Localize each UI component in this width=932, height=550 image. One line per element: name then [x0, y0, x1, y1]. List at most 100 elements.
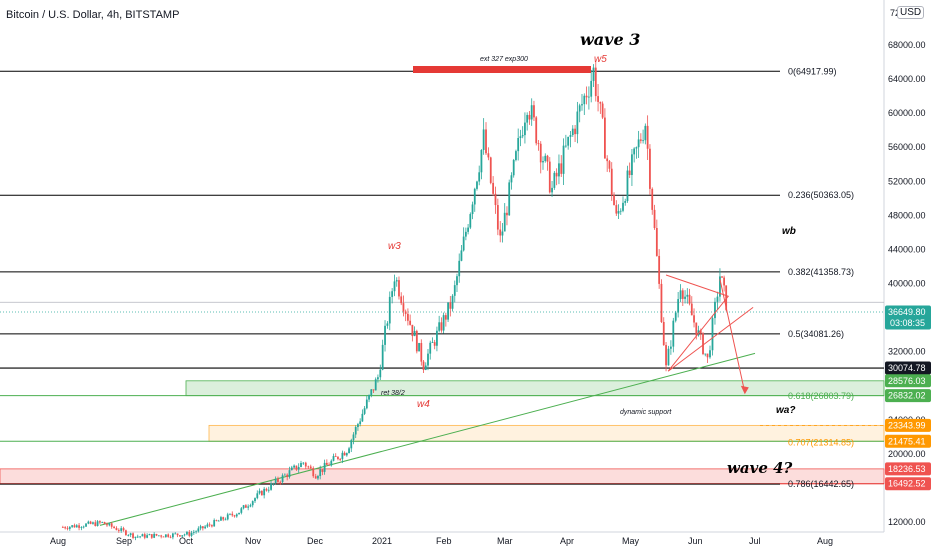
candle-body [381, 344, 384, 370]
candle-body [286, 474, 289, 477]
candle-body [424, 365, 427, 370]
candle-body [585, 95, 588, 98]
candle-body [164, 534, 167, 537]
candle-body [489, 157, 492, 183]
candle-body [188, 531, 191, 536]
candle-body [242, 505, 245, 509]
candle-body [85, 523, 87, 527]
candle-body [372, 389, 375, 391]
price-badge [885, 434, 931, 448]
candle-body [613, 195, 615, 206]
candle-body [415, 330, 418, 352]
candle-body [283, 474, 286, 476]
candle-body [610, 168, 613, 196]
y-tick-label: 56000.00 [888, 142, 926, 152]
candle-body [143, 534, 146, 538]
candle-body [440, 322, 443, 331]
candle-body [368, 394, 370, 400]
candle-body [267, 489, 270, 491]
candle-body [444, 315, 447, 320]
candle-body [391, 291, 394, 297]
candle-body [319, 469, 322, 477]
candle-body [411, 324, 414, 337]
annotation-label: w5 [594, 54, 607, 65]
candle-body [115, 527, 118, 531]
price-badge-label: 36649.80 [888, 307, 926, 317]
candle-body [601, 103, 604, 118]
candle-body [660, 283, 663, 322]
candle-body [709, 350, 711, 358]
candle-body [357, 424, 359, 428]
fib-label: 0.786(16442.65) [788, 479, 854, 489]
triangle-lines [665, 274, 754, 372]
candle-body [562, 145, 565, 174]
candle-body [176, 533, 179, 536]
candle-body [464, 231, 467, 237]
y-tick-label: 48000.00 [888, 210, 926, 220]
candle-body [103, 521, 106, 525]
candle-body [558, 163, 560, 177]
candle-body [263, 488, 266, 496]
y-tick-label: 32000.00 [888, 347, 926, 357]
candle-body [222, 517, 225, 520]
candle-body [617, 211, 620, 214]
candle-body [393, 281, 396, 292]
candle-body [719, 276, 721, 297]
candle-body [631, 154, 633, 176]
candle-body [136, 536, 139, 538]
candle-body [725, 285, 728, 310]
candle-body [217, 520, 220, 522]
candle-body [449, 302, 452, 309]
candle-body [447, 302, 449, 320]
candle-body [690, 303, 693, 316]
candle-body [141, 534, 144, 537]
candle-body [721, 276, 723, 278]
candle-body [420, 343, 423, 362]
zone-fib-618 [185, 380, 885, 397]
candle-body [179, 535, 181, 537]
candle-body [363, 408, 366, 414]
candle-body [524, 122, 526, 136]
candle-body [485, 129, 487, 154]
candle-body [337, 456, 339, 460]
projection-arrow [719, 279, 746, 393]
candle-body [304, 462, 307, 467]
candle-body [624, 201, 627, 203]
annotation-label: ret 38/2 [381, 390, 405, 397]
candle-body [622, 202, 624, 211]
candle-body [619, 210, 622, 212]
currency-selector[interactable]: USD [897, 6, 925, 19]
candle-body [370, 389, 373, 395]
candle-body [537, 143, 540, 145]
candle-body [117, 530, 120, 531]
fib-label: 0.707(21314.85) [788, 438, 854, 448]
annotation-label: wb [782, 226, 796, 237]
x-tick-label: Oct [179, 536, 194, 546]
candle-body [453, 285, 456, 296]
annotation-label: dynamic support [620, 409, 672, 416]
candle-body [667, 348, 670, 366]
candle-body [467, 227, 469, 232]
candle-body [576, 111, 579, 135]
candle-body [354, 427, 357, 435]
candle-body [510, 175, 513, 183]
candle-body [204, 526, 207, 529]
candle-body [328, 464, 330, 466]
candle-body [681, 290, 684, 299]
candle-body [174, 533, 177, 535]
candle-body [635, 147, 638, 149]
candle-body [160, 535, 163, 537]
candle-body [567, 136, 570, 146]
candle-body [499, 229, 502, 236]
zone-fib-707 [208, 424, 885, 442]
candle-body [651, 188, 654, 210]
candle-body [535, 117, 538, 144]
candle-body [539, 143, 542, 163]
x-tick-label: Sep [116, 536, 132, 546]
candle-body [653, 209, 656, 229]
candle-body [679, 290, 682, 300]
candle-body [300, 463, 302, 468]
candle-body [409, 320, 412, 325]
candle-body [113, 526, 115, 528]
